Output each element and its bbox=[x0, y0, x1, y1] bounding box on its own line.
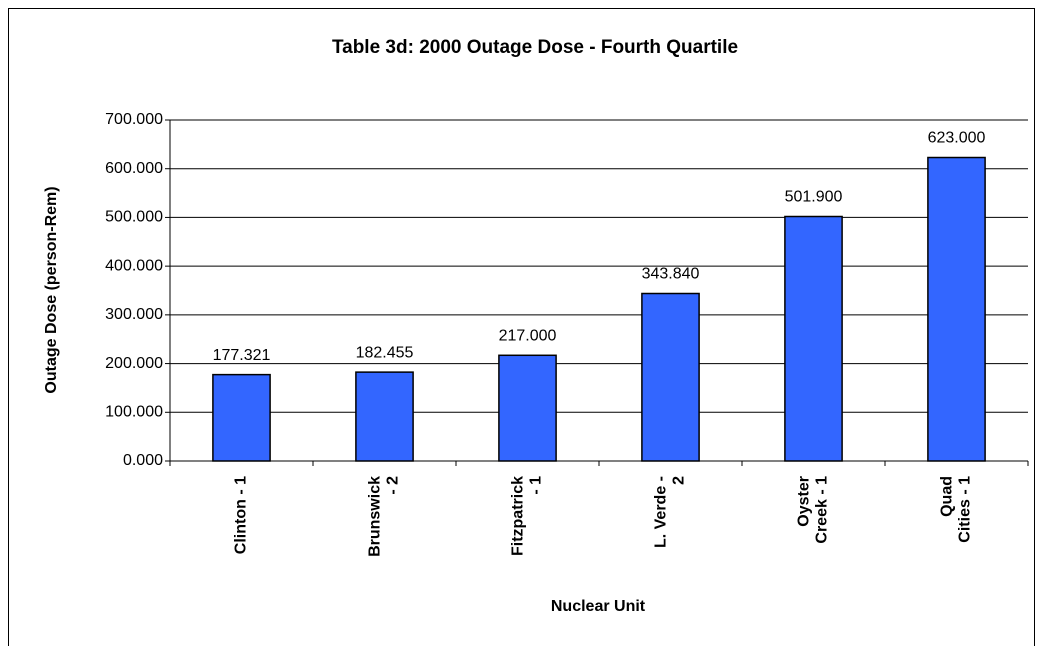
bar bbox=[927, 156, 986, 462]
x-tick-label: L. Verde -2 bbox=[653, 476, 688, 548]
bar bbox=[212, 373, 271, 462]
y-tick-label: 600.000 bbox=[105, 160, 163, 177]
y-axis-label: Outage Dose (person-Rem) bbox=[43, 186, 60, 393]
x-tick-label: Clinton - 1 bbox=[233, 476, 250, 554]
chart-title: Table 3d: 2000 Outage Dose - Fourth Quar… bbox=[332, 37, 738, 58]
x-tick-label: OysterCreek - 1 bbox=[796, 476, 831, 544]
data-label: 177.321 bbox=[213, 347, 271, 364]
data-label: 182.455 bbox=[356, 344, 414, 361]
data-label: 217.000 bbox=[499, 328, 557, 345]
bar bbox=[355, 371, 414, 462]
y-tick-label: 100.000 bbox=[105, 404, 163, 421]
y-tick-label: 400.000 bbox=[105, 257, 163, 274]
bar bbox=[641, 292, 700, 462]
bar bbox=[498, 354, 557, 462]
y-tick-label: 300.000 bbox=[105, 306, 163, 323]
x-axis-label: Nuclear Unit bbox=[551, 598, 646, 615]
x-tick-label: Brunswick- 2 bbox=[367, 476, 402, 557]
x-tick-label: Fitzpatrick- 1 bbox=[510, 476, 545, 556]
bar bbox=[784, 215, 843, 462]
chart-border bbox=[8, 8, 1035, 646]
data-label: 501.900 bbox=[785, 189, 843, 206]
y-tick-label: 700.000 bbox=[105, 111, 163, 128]
data-label: 623.000 bbox=[928, 130, 986, 147]
y-tick-label: 0.000 bbox=[123, 452, 163, 469]
data-label: 343.840 bbox=[642, 266, 700, 283]
y-tick-label: 500.000 bbox=[105, 209, 163, 226]
x-tick-label: QuadCities - 1 bbox=[939, 476, 974, 543]
y-tick-label: 200.000 bbox=[105, 355, 163, 372]
